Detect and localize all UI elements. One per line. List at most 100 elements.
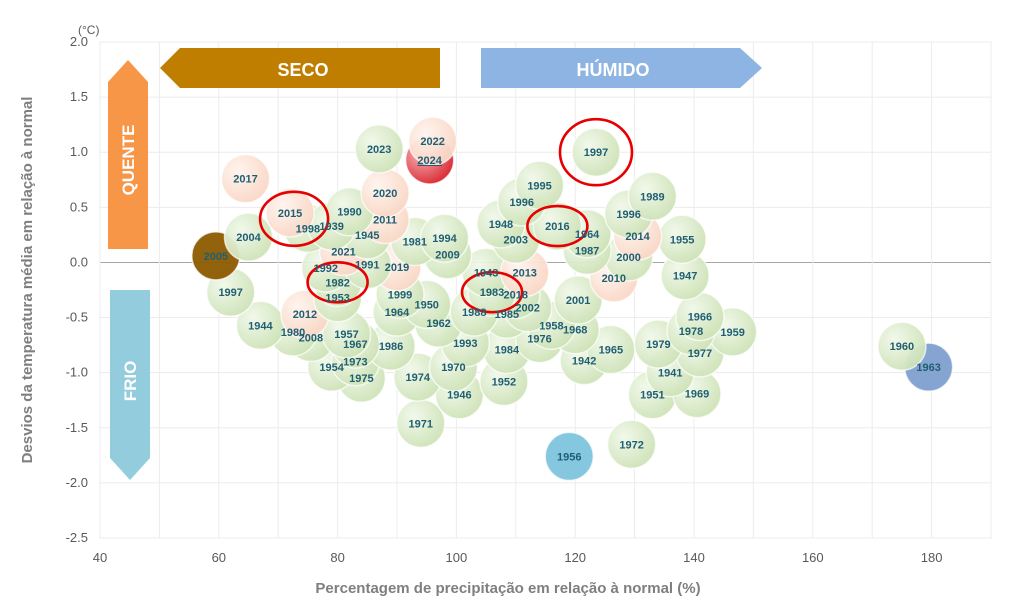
- y-tick-label: -1.0: [66, 365, 88, 380]
- bubble-label-2020: 2020: [373, 188, 397, 200]
- bubble-label-1999: 1999: [388, 289, 412, 301]
- bubble-label-1945: 1945: [355, 230, 379, 242]
- bubble-label-2002: 2002: [515, 303, 539, 315]
- bubble-label-1965: 1965: [599, 345, 623, 357]
- x-tick-label: 80: [330, 550, 344, 565]
- x-tick-label: 100: [446, 550, 468, 565]
- bubble-label-2022: 2022: [420, 136, 444, 148]
- bubble-label-1960: 1960: [890, 341, 914, 353]
- bubble-label-1956: 1956: [557, 451, 581, 463]
- quadrant-arrows: SECO HÚMIDO QUENTE FRIO: [108, 48, 762, 480]
- bubble-label-1941: 1941: [658, 368, 682, 380]
- bubble-label-1969: 1969: [685, 389, 709, 401]
- bubble-label-1979: 1979: [646, 339, 670, 351]
- cold-arrow: [110, 290, 150, 480]
- bubble-label-1948: 1948: [489, 219, 513, 231]
- bubble-label-1951: 1951: [640, 390, 664, 402]
- circle-mark-2015: [258, 190, 330, 248]
- axes: 2.0 1.5 1.0 0.5 0.0 -0.5 -1.0 -1.5 -2.0 -2.5 40 60 8…: [66, 34, 943, 565]
- bubble-label-1984: 1984: [495, 345, 520, 357]
- bubble-label-2014: 2014: [625, 231, 650, 243]
- bubble-label-1968: 1968: [563, 325, 587, 337]
- y-tick-label: -1.5: [66, 420, 88, 435]
- bubble-label-1998: 1998: [296, 223, 320, 235]
- bubble-label-1946: 1946: [447, 390, 471, 402]
- bubble-label-1990: 1990: [337, 207, 361, 219]
- bubble-1956: [544, 431, 595, 482]
- bubble-label-2001: 2001: [566, 295, 590, 307]
- x-tick-label: 180: [921, 550, 943, 565]
- bubble-label-1988: 1988: [462, 307, 486, 319]
- bubble-label-1976: 1976: [527, 333, 551, 345]
- bubble-label-1963: 1963: [916, 362, 940, 374]
- bubble-label-1982: 1982: [325, 277, 349, 289]
- bubble-label-1958: 1958: [539, 320, 563, 332]
- bubble-label-2016: 2016: [545, 221, 569, 233]
- bubble-label-1975: 1975: [349, 373, 373, 385]
- x-tick-label: 60: [212, 550, 226, 565]
- y-unit: (°C): [78, 23, 99, 37]
- bubble-label-2013: 2013: [512, 267, 536, 279]
- bubble-label-1994: 1994: [432, 233, 457, 245]
- bubble-label-1993: 1993: [453, 338, 477, 350]
- bubble-label-1985: 1985: [495, 309, 519, 321]
- y-tick-label: 1.5: [70, 89, 88, 104]
- bubble-label-1964: 1964: [385, 307, 410, 319]
- bubble-1972: [606, 419, 657, 470]
- y-tick-label: 0.5: [70, 199, 88, 214]
- bubble-1960: [877, 321, 927, 371]
- bubble-label-1980: 1980: [281, 327, 305, 339]
- bubble-1994: [419, 213, 470, 263]
- circle-mark-1997: [558, 117, 634, 187]
- y-tick-label: -0.5: [66, 310, 88, 325]
- bubble-label-1978: 1978: [679, 326, 703, 338]
- bubble-label-2009: 2009: [435, 250, 459, 262]
- bubble-label-1959: 1959: [720, 327, 744, 339]
- bubble-2022: [407, 116, 458, 166]
- hot-label: QUENTE: [119, 125, 138, 196]
- bubble-label-2000: 2000: [616, 252, 640, 264]
- cold-label: FRIO: [121, 361, 140, 402]
- hot-arrow: [108, 60, 148, 249]
- bubble-label-2003: 2003: [504, 234, 528, 246]
- bubble-label-1955: 1955: [670, 234, 694, 246]
- bubble-label-2008: 2008: [299, 332, 323, 344]
- bubble-label-2021: 2021: [331, 246, 355, 258]
- bubble-label-1947: 1947: [673, 271, 697, 283]
- bubble-label-1942: 1942: [572, 356, 596, 368]
- bubble-label-1972: 1972: [619, 439, 643, 451]
- bubble-label-1944: 1944: [248, 320, 273, 332]
- wet-label: HÚMIDO: [577, 59, 650, 80]
- bubble-label-1954: 1954: [319, 362, 344, 374]
- bubble-labels: 2022 2024 2023 1997 2017 1995 1989 2020 1996 1996…: [204, 136, 941, 463]
- bubble-label-2015: 2015: [278, 208, 302, 220]
- bubble-label-1981: 1981: [403, 237, 427, 249]
- x-tick-label: 40: [93, 550, 107, 565]
- y-tick-label: 2.0: [70, 34, 88, 49]
- bubble-label-2010: 2010: [602, 273, 626, 285]
- x-axis-title: Percentagem de precipitação em relação à…: [315, 580, 700, 597]
- bubble-label-1997: 1997: [584, 147, 608, 159]
- bubble-label-2005: 2005: [204, 251, 228, 263]
- bubble-label-1953: 1953: [325, 293, 349, 305]
- bubble-1989: [627, 171, 678, 222]
- y-axis-title: Desvios da temperatura média em relação …: [19, 97, 36, 464]
- bubble-label-1991: 1991: [355, 260, 379, 272]
- bubble-label-1962: 1962: [426, 318, 450, 330]
- circle-mark-1983: [460, 270, 524, 314]
- wet-arrow: [481, 48, 762, 88]
- bubble-label-1974: 1974: [406, 372, 431, 384]
- bubble-label-1970: 1970: [441, 362, 465, 374]
- y-tick-label: 1.0: [70, 144, 88, 159]
- bubble-label-1957: 1957: [334, 329, 358, 341]
- bubble-label-1989: 1989: [640, 191, 664, 203]
- bubble-label-1966: 1966: [688, 311, 712, 323]
- bubble-label-1983: 1983: [480, 287, 504, 299]
- bubble-label-1943: 1943: [474, 267, 498, 279]
- bubble-label-1967: 1967: [343, 339, 367, 351]
- bubbles: [191, 116, 954, 482]
- y-tick-label: 0.0: [70, 254, 88, 269]
- bubble-2017: [220, 153, 271, 204]
- bubble-1997: [571, 127, 621, 177]
